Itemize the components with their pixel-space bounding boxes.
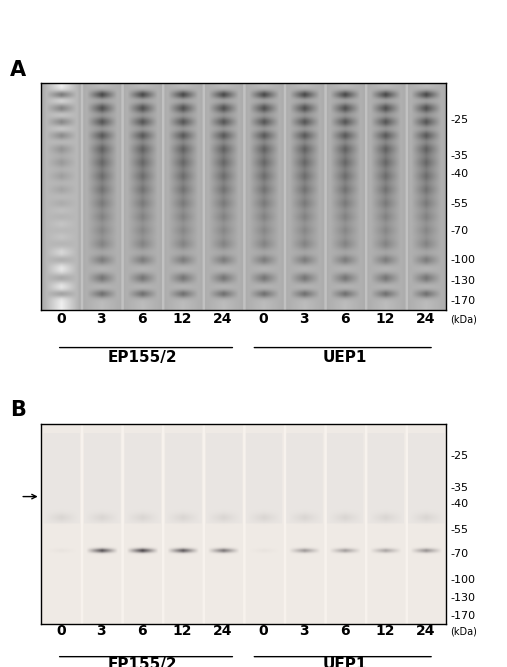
Text: A: A <box>10 60 26 80</box>
Text: -170: -170 <box>450 611 476 620</box>
Text: -70: -70 <box>450 226 468 235</box>
Text: 0: 0 <box>56 624 65 638</box>
Text: UEP1: UEP1 <box>322 657 367 667</box>
Text: 6: 6 <box>340 624 349 638</box>
Text: 0: 0 <box>259 624 268 638</box>
Text: 0: 0 <box>56 312 65 326</box>
Text: 24: 24 <box>213 312 233 326</box>
Text: -55: -55 <box>450 199 468 209</box>
Text: -130: -130 <box>450 593 475 602</box>
Text: 0: 0 <box>259 312 268 326</box>
Text: -25: -25 <box>450 115 468 125</box>
Text: -25: -25 <box>450 451 468 460</box>
Text: B: B <box>10 400 26 420</box>
Text: -35: -35 <box>450 151 468 161</box>
Text: -100: -100 <box>450 255 475 265</box>
Text: 12: 12 <box>376 624 395 638</box>
Text: 6: 6 <box>137 312 147 326</box>
Text: -40: -40 <box>450 499 468 508</box>
Text: 24: 24 <box>416 312 436 326</box>
Text: (kDa): (kDa) <box>450 627 477 636</box>
Text: -70: -70 <box>450 549 468 558</box>
Text: 3: 3 <box>300 312 309 326</box>
Text: (kDa): (kDa) <box>450 314 477 324</box>
Text: 12: 12 <box>173 312 192 326</box>
Text: 24: 24 <box>416 624 436 638</box>
Text: -55: -55 <box>450 525 468 534</box>
Text: -130: -130 <box>450 275 475 285</box>
Text: EP155/2: EP155/2 <box>107 350 177 365</box>
Text: 3: 3 <box>97 312 106 326</box>
Text: UEP1: UEP1 <box>322 350 367 365</box>
Text: -35: -35 <box>450 483 468 492</box>
Text: -170: -170 <box>450 296 476 306</box>
Text: EP155/2: EP155/2 <box>107 657 177 667</box>
Text: 3: 3 <box>97 624 106 638</box>
Text: 12: 12 <box>173 624 192 638</box>
Text: 24: 24 <box>213 624 233 638</box>
Text: 6: 6 <box>137 624 147 638</box>
Text: 6: 6 <box>340 312 349 326</box>
Text: 12: 12 <box>376 312 395 326</box>
Text: -100: -100 <box>450 575 475 584</box>
Text: 3: 3 <box>300 624 309 638</box>
Text: -40: -40 <box>450 169 468 179</box>
